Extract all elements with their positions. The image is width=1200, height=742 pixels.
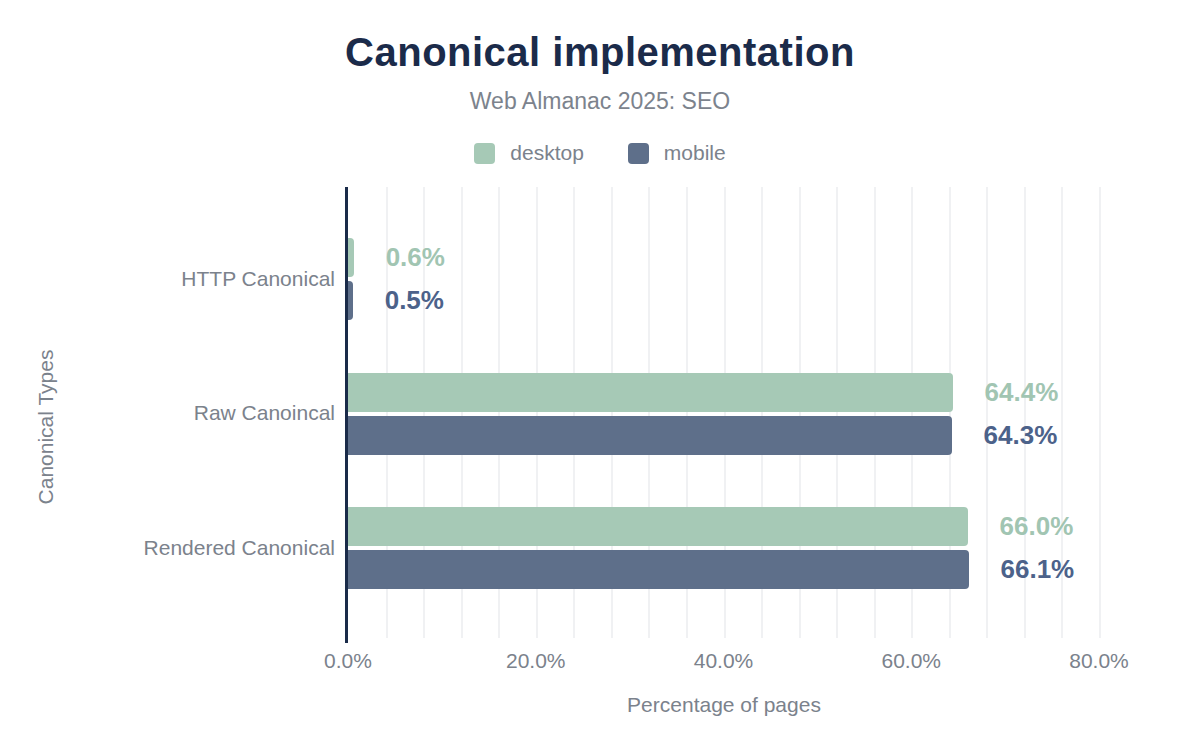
- x-axis-title: Percentage of pages: [348, 693, 1100, 717]
- legend-label-mobile: mobile: [664, 141, 726, 165]
- y-axis-title: Canonical Types: [34, 277, 62, 577]
- x-tick-label: 20.0%: [476, 649, 596, 673]
- bar-desktop-1: [348, 373, 953, 412]
- value-label-desktop-2: 66.0%: [1000, 507, 1074, 546]
- legend-item-desktop: desktop: [474, 141, 584, 165]
- value-label-desktop-0: 0.6%: [386, 238, 445, 277]
- legend-swatch-desktop: [474, 143, 495, 164]
- bar-desktop-0: [348, 238, 354, 277]
- legend-swatch-mobile: [628, 143, 649, 164]
- legend-item-mobile: mobile: [628, 141, 726, 165]
- value-label-mobile-0: 0.5%: [385, 281, 444, 320]
- x-tick-label: 80.0%: [1039, 649, 1159, 673]
- gridline-68pct: [986, 187, 988, 638]
- bar-mobile-0: [348, 281, 353, 320]
- value-label-mobile-2: 66.1%: [1001, 550, 1075, 589]
- value-label-mobile-1: 64.3%: [984, 416, 1058, 455]
- x-tick-label: 0.0%: [288, 649, 408, 673]
- gridline-80pct: [1099, 187, 1101, 638]
- value-label-desktop-1: 64.4%: [985, 373, 1059, 412]
- category-label: HTTP Canonical: [60, 267, 335, 291]
- category-label: Rendered Canonical: [60, 536, 335, 560]
- chart-container: Canonical implementation Web Almanac 202…: [0, 0, 1200, 742]
- bar-desktop-2: [348, 507, 968, 546]
- x-tick-label: 40.0%: [664, 649, 784, 673]
- legend-label-desktop: desktop: [510, 141, 584, 165]
- x-tick-label: 60.0%: [851, 649, 971, 673]
- bar-mobile-1: [348, 416, 952, 455]
- chart-title: Canonical implementation: [0, 30, 1200, 75]
- chart-subtitle: Web Almanac 2025: SEO: [0, 88, 1200, 115]
- bar-mobile-2: [348, 550, 969, 589]
- legend: desktop mobile: [0, 141, 1200, 165]
- category-label: Raw Canoincal: [60, 401, 335, 425]
